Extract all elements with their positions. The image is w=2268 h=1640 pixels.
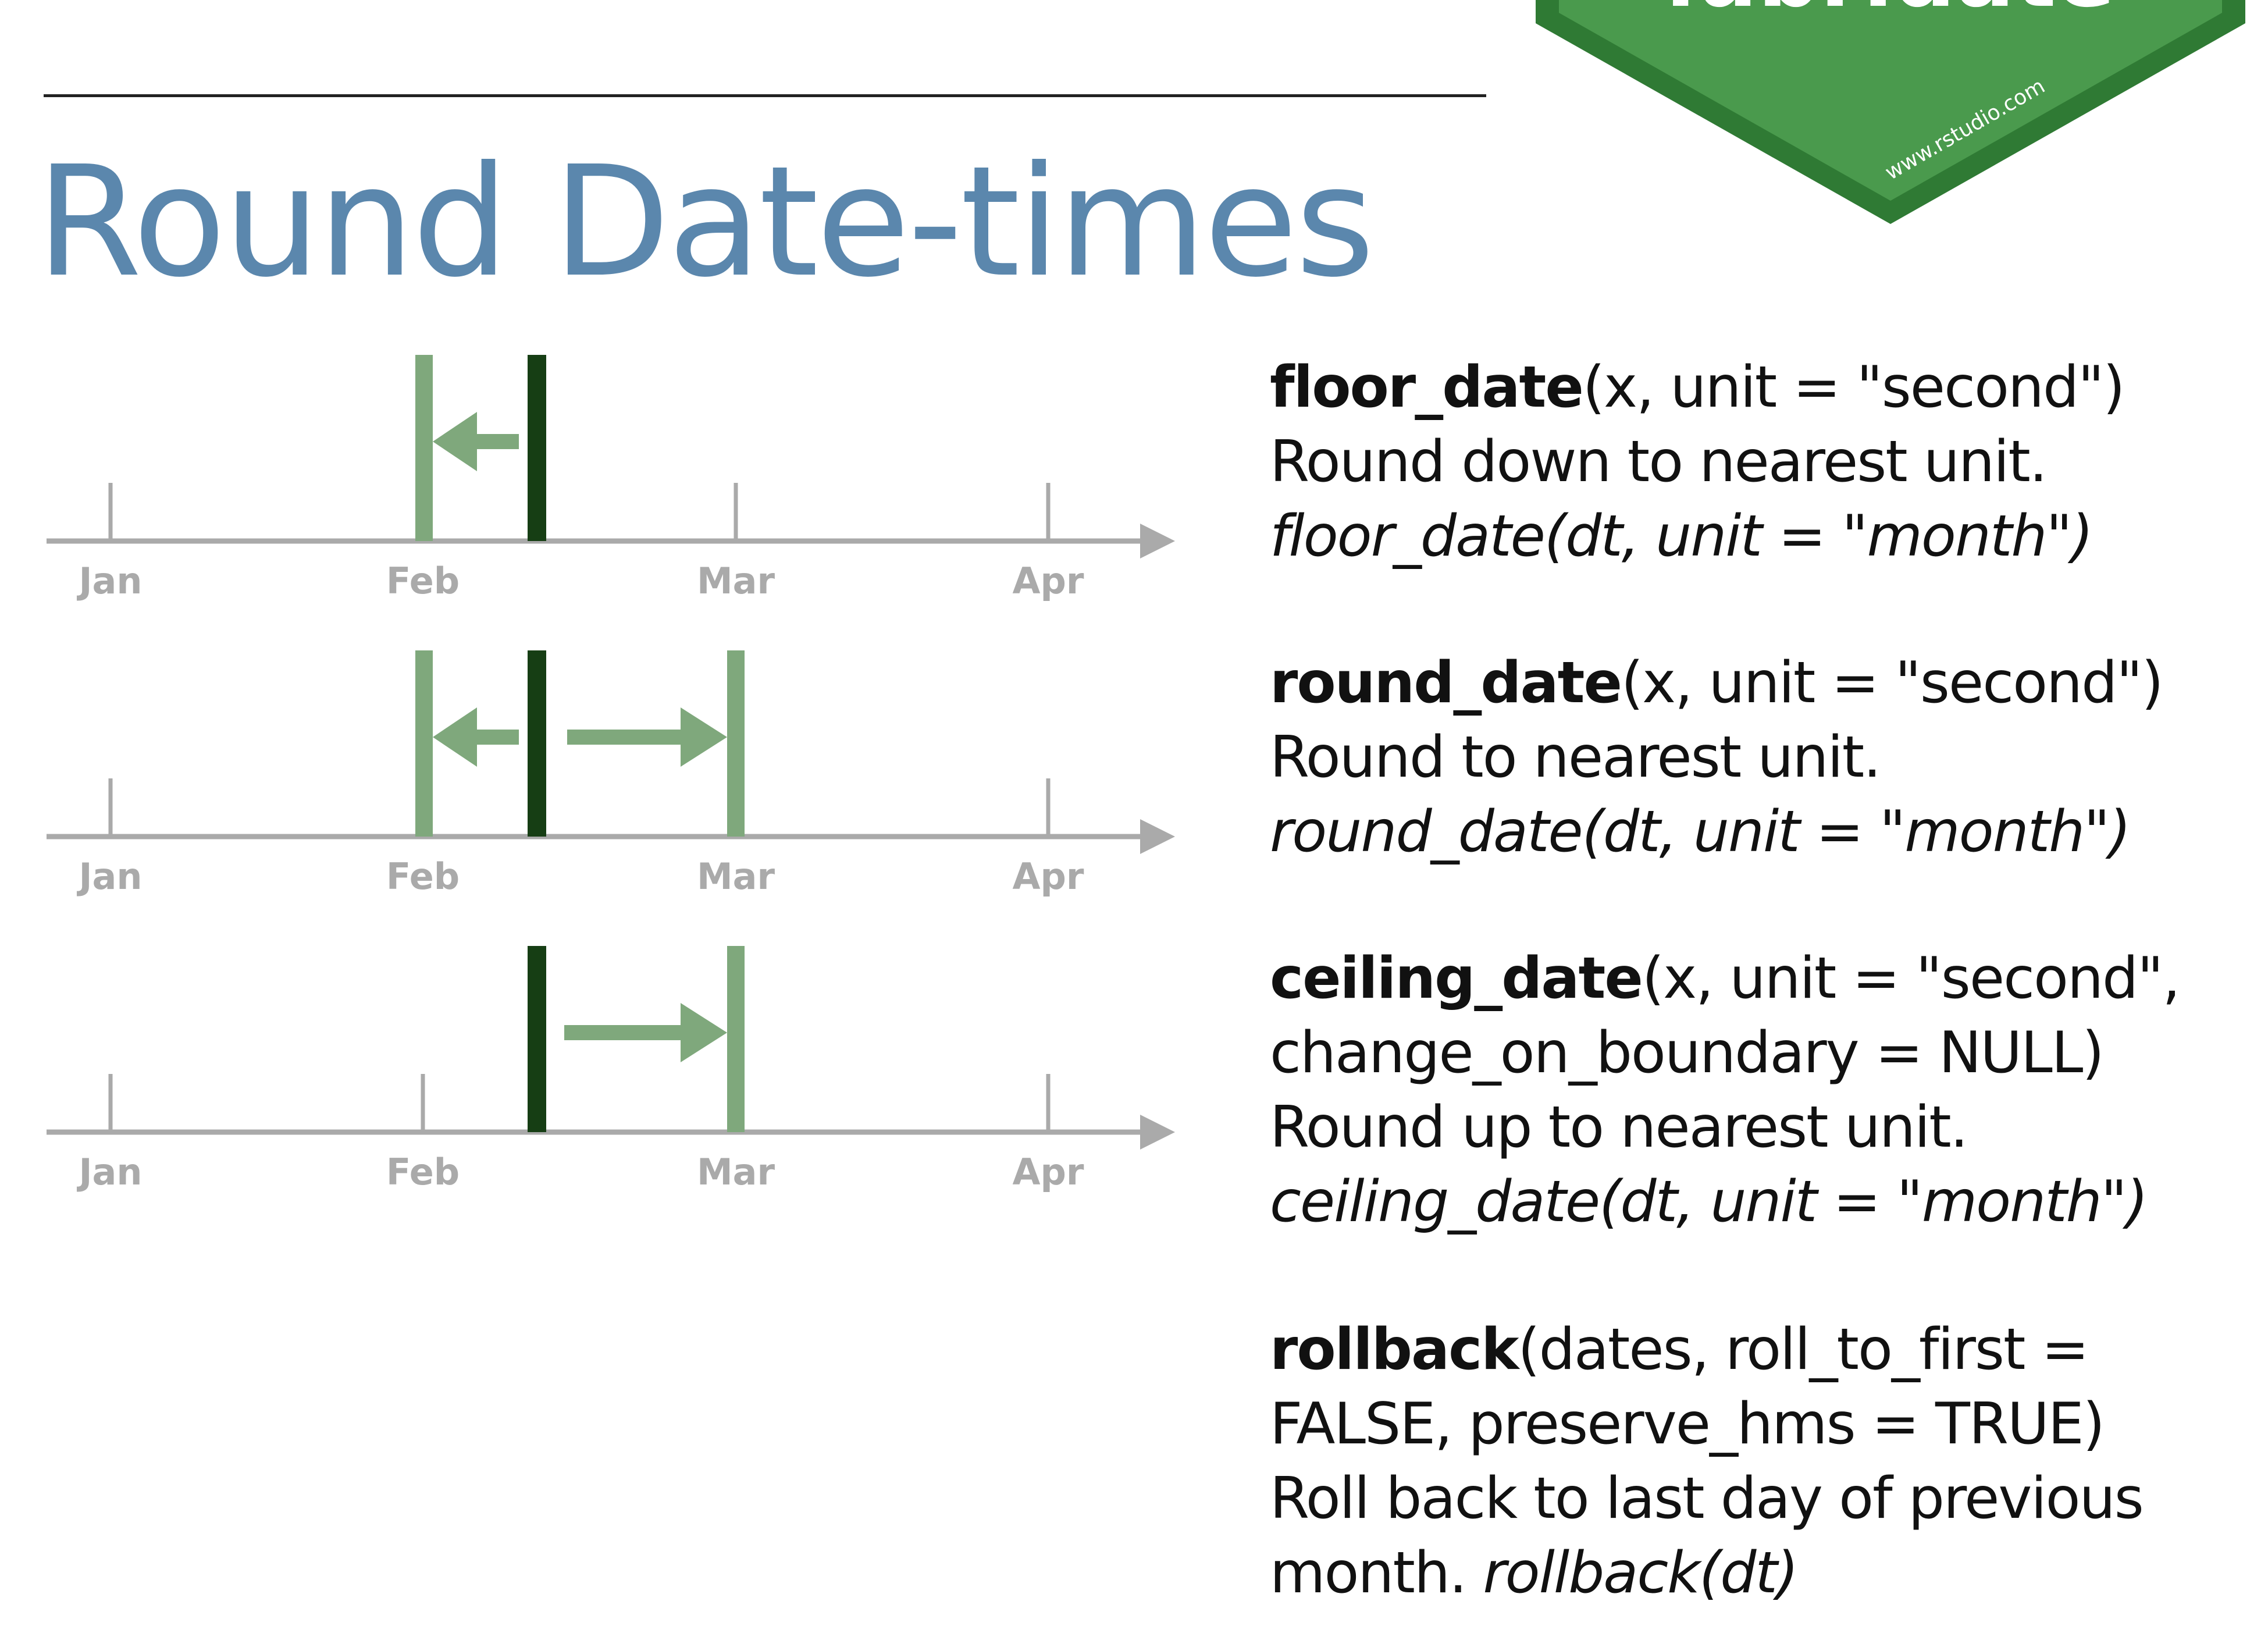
lubridate-hex-sticker: lubridate www.rstudio.com <box>1536 0 2245 224</box>
axis-arrowhead <box>1140 1115 1175 1150</box>
round-up-arrowhead <box>681 1003 727 1062</box>
original-date-marker <box>528 355 546 541</box>
original-date-marker <box>528 650 546 837</box>
ceiling-date-entry: ceiling_date(x, unit = "second", change_… <box>1270 941 2230 1239</box>
signature: ceiling_date(x, unit = "second", <box>1270 941 2230 1016</box>
function-args: (x, unit = "second") <box>1621 650 2164 716</box>
ceiling-date-timeline: Jan Feb Mar Apr <box>47 946 1175 1193</box>
description: Roll back to last day of previous <box>1270 1465 2144 1532</box>
header-rule <box>44 94 1486 97</box>
tick-label-feb: Feb <box>386 855 460 898</box>
description-tail: month. <box>1270 1540 1467 1606</box>
tick-label-mar: Mar <box>697 855 775 898</box>
tick-label-apr: Apr <box>1013 1151 1084 1193</box>
floor-date-entry: floor_date(x, unit = "second") Round dow… <box>1270 350 2230 574</box>
original-date-marker <box>528 946 546 1132</box>
rounded-date-marker <box>415 355 433 541</box>
rollback-entry: rollback(dates, roll_to_first = FALSE, p… <box>1270 1312 2230 1610</box>
function-args: (x, unit = "second") <box>1582 354 2125 421</box>
tick-label-mar: Mar <box>697 1151 775 1193</box>
description: Round up to nearest unit. <box>1270 1094 1968 1161</box>
round-down-arrowhead <box>433 412 477 471</box>
round-date-entry: round_date(x, unit = "second") Round to … <box>1270 646 2230 869</box>
example-code: ceiling_date(dt, unit = "month") <box>1270 1169 2148 1235</box>
example-code: round_date(dt, unit = "month") <box>1270 799 2131 865</box>
function-name: rollback <box>1270 1317 1519 1383</box>
function-args: (x, unit = "second", <box>1642 945 2181 1012</box>
right-arrow-shaft <box>567 730 689 745</box>
tick-label-feb: Feb <box>386 1151 460 1193</box>
tick-label-jan: Jan <box>76 1151 142 1193</box>
function-name: floor_date <box>1270 354 1584 421</box>
signature: floor_date(x, unit = "second") <box>1270 350 2230 425</box>
description: Round to nearest unit. <box>1270 724 1881 791</box>
example-code: rollback(dt) <box>1483 1540 1799 1606</box>
axis-arrowhead <box>1140 524 1175 558</box>
function-args: (dates, roll_to_first = <box>1518 1317 2089 1383</box>
floor-date-timeline: Jan Feb Mar Apr <box>47 355 1175 602</box>
axis-arrowhead <box>1140 819 1175 854</box>
tick-label-apr: Apr <box>1013 855 1084 898</box>
right-arrowhead <box>681 707 727 767</box>
signature-continued: FALSE, preserve_hms = TRUE) <box>1270 1391 2105 1457</box>
description-continued: month. rollback(dt) <box>1270 1536 2230 1610</box>
round-date-timeline: Jan Feb Mar Apr <box>47 650 1175 898</box>
round-up-arrow-shaft <box>564 1025 689 1040</box>
tick-label-apr: Apr <box>1013 560 1084 602</box>
tick-label-jan: Jan <box>76 855 142 898</box>
rounded-date-marker <box>727 946 745 1132</box>
tick-label-feb: Feb <box>386 560 460 602</box>
lower-bound-marker <box>415 650 433 837</box>
badge-partial-word: lubridate <box>1666 0 2116 27</box>
upper-bound-marker <box>727 650 745 837</box>
function-name: round_date <box>1270 650 1622 716</box>
signature: round_date(x, unit = "second") <box>1270 646 2230 720</box>
left-arrowhead <box>433 707 477 767</box>
function-name: ceiling_date <box>1270 945 1643 1012</box>
description: Round down to nearest unit. <box>1270 429 2048 495</box>
signature-continued: change_on_boundary = NULL) <box>1270 1020 2105 1086</box>
example-code: floor_date(dt, unit = "month") <box>1270 503 2093 570</box>
page-title: Round Date-times <box>36 133 1375 311</box>
tick-label-jan: Jan <box>76 560 142 602</box>
signature: rollback(dates, roll_to_first = <box>1270 1312 2230 1387</box>
tick-label-mar: Mar <box>697 560 775 602</box>
